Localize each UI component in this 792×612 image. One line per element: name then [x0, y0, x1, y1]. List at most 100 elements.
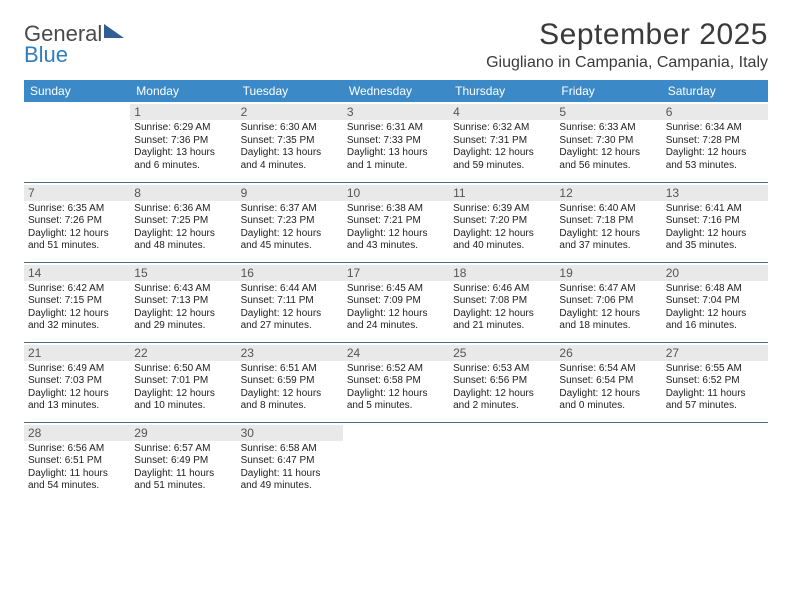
daylight-text: Daylight: 12 hours and 32 minutes.	[28, 308, 126, 333]
daylight-text: Daylight: 12 hours and 35 minutes.	[666, 228, 764, 253]
day-number: 8	[130, 185, 236, 201]
calendar-day-cell: 11Sunrise: 6:39 AMSunset: 7:20 PMDayligh…	[449, 182, 555, 262]
sunrise-text: Sunrise: 6:31 AM	[347, 122, 445, 135]
daylight-text: Daylight: 13 hours and 4 minutes.	[241, 147, 339, 172]
calendar-week-row: 1Sunrise: 6:29 AMSunset: 7:36 PMDaylight…	[24, 102, 768, 182]
calendar-week-row: 14Sunrise: 6:42 AMSunset: 7:15 PMDayligh…	[24, 262, 768, 342]
day-number: 7	[24, 185, 130, 201]
calendar-day-cell: 17 Sunrise: 6:45 AMSunset: 7:09 PMDayligh…	[343, 262, 449, 342]
daylight-text: Daylight: 12 hours and 51 minutes.	[28, 228, 126, 253]
sunrise-text: Sunrise: 6:33 AM	[559, 122, 657, 135]
daylight-text: Daylight: 12 hours and 53 minutes.	[666, 147, 764, 172]
day-details: Sunrise: 6:29 AMSunset: 7:36 PMDaylight:…	[134, 122, 232, 172]
day-details: Sunrise: 6:50 AMSunset: 7:01 PMDaylight:…	[134, 363, 232, 413]
daylight-text: Daylight: 12 hours and 21 minutes.	[453, 308, 551, 333]
day-details: Sunrise: 6:33 AMSunset: 7:30 PMDaylight:…	[559, 122, 657, 172]
day-details: Sunrise: 6:40 AMSunset: 7:18 PMDaylight:…	[559, 203, 657, 253]
calendar-day-cell	[662, 422, 768, 502]
day-details: Sunrise: 6:42 AMSunset: 7:15 PMDaylight:…	[28, 283, 126, 333]
sunrise-text: Sunrise: 6:36 AM	[134, 203, 232, 216]
sunrise-text: Sunrise: 6:45 AM	[347, 283, 445, 296]
day-details: Sunrise: 6:55 AMSunset: 6:52 PMDaylight:…	[666, 363, 764, 413]
calendar-day-cell: 13Sunrise: 6:41 AMSunset: 7:16 PMDayligh…	[662, 182, 768, 262]
sunrise-text: Sunrise: 6:30 AM	[241, 122, 339, 135]
title-block: September 2025 Giugliano in Campania, Ca…	[486, 18, 768, 78]
daylight-text: Daylight: 12 hours and 24 minutes.	[347, 308, 445, 333]
day-number: 16	[237, 265, 343, 281]
day-details: Sunrise: 6:30 AMSunset: 7:35 PMDaylight:…	[241, 122, 339, 172]
daylight-text: Daylight: 12 hours and 56 minutes.	[559, 147, 657, 172]
daylight-text: Daylight: 11 hours and 54 minutes.	[28, 468, 126, 493]
day-details: Sunrise: 6:38 AMSunset: 7:21 PMDaylight:…	[347, 203, 445, 253]
sunset-text: Sunset: 7:23 PM	[241, 215, 339, 228]
sunrise-text: Sunrise: 6:50 AM	[134, 363, 232, 376]
calendar-body: 1Sunrise: 6:29 AMSunset: 7:36 PMDaylight…	[24, 102, 768, 502]
calendar-table: Sunday Monday Tuesday Wednesday Thursday…	[24, 80, 768, 502]
daylight-text: Daylight: 12 hours and 5 minutes.	[347, 388, 445, 413]
daylight-text: Daylight: 13 hours and 1 minute.	[347, 147, 445, 172]
day-details: Sunrise: 6:53 AMSunset: 6:56 PMDaylight:…	[453, 363, 551, 413]
day-number: 12	[555, 185, 661, 201]
sunrise-text: Sunrise: 6:58 AM	[241, 443, 339, 456]
daylight-text: Daylight: 12 hours and 16 minutes.	[666, 308, 764, 333]
sunrise-text: Sunrise: 6:47 AM	[559, 283, 657, 296]
day-number: 26	[555, 345, 661, 361]
day-number: 5	[555, 104, 661, 120]
sunset-text: Sunset: 7:28 PM	[666, 135, 764, 148]
page-subtitle: Giugliano in Campania, Campania, Italy	[486, 54, 768, 72]
day-number: 21	[24, 345, 130, 361]
sunrise-text: Sunrise: 6:44 AM	[241, 283, 339, 296]
day-details: Sunrise: 6:44 AMSunset: 7:11 PMDaylight:…	[241, 283, 339, 333]
day-details: Sunrise: 6:46 AMSunset: 7:08 PMDaylight:…	[453, 283, 551, 333]
day-details: Sunrise: 6:35 AMSunset: 7:26 PMDaylight:…	[28, 203, 126, 253]
daylight-text: Daylight: 12 hours and 45 minutes.	[241, 228, 339, 253]
sunrise-text: Sunrise: 6:48 AM	[666, 283, 764, 296]
day-number: 18	[449, 265, 555, 281]
day-details: Sunrise: 6:43 AMSunset: 7:13 PMDaylight:…	[134, 283, 232, 333]
calendar-head: Sunday Monday Tuesday Wednesday Thursday…	[24, 80, 768, 102]
daylight-text: Daylight: 12 hours and 18 minutes.	[559, 308, 657, 333]
calendar-day-cell: 12 Sunrise: 6:40 AMSunset: 7:18 PMDayligh…	[555, 182, 661, 262]
calendar-day-cell: 25Sunrise: 6:53 AMSunset: 6:56 PMDayligh…	[449, 342, 555, 422]
day-number: 17	[343, 265, 449, 281]
sunset-text: Sunset: 7:31 PM	[453, 135, 551, 148]
calendar-day-cell: 2 Sunrise: 6:30 AMSunset: 7:35 PMDaylight…	[237, 102, 343, 182]
sunrise-text: Sunrise: 6:38 AM	[347, 203, 445, 216]
calendar-day-cell: 14Sunrise: 6:42 AMSunset: 7:15 PMDayligh…	[24, 262, 130, 342]
day-details: Sunrise: 6:45 AMSunset: 7:09 PMDaylight:…	[347, 283, 445, 333]
calendar-day-cell: 24Sunrise: 6:52 AMSunset: 6:58 PMDayligh…	[343, 342, 449, 422]
day-details: Sunrise: 6:39 AMSunset: 7:20 PMDaylight:…	[453, 203, 551, 253]
sunset-text: Sunset: 7:36 PM	[134, 135, 232, 148]
sunrise-text: Sunrise: 6:53 AM	[453, 363, 551, 376]
day-details: Sunrise: 6:56 AMSunset: 6:51 PMDaylight:…	[28, 443, 126, 493]
day-details: Sunrise: 6:48 AMSunset: 7:04 PMDaylight:…	[666, 283, 764, 333]
calendar-day-cell: 4Sunrise: 6:32 AMSunset: 7:31 PMDaylight…	[449, 102, 555, 182]
day-number: 13	[662, 185, 768, 201]
daylight-text: Daylight: 12 hours and 2 minutes.	[453, 388, 551, 413]
weekday-header: Thursday	[449, 80, 555, 102]
day-details: Sunrise: 6:36 AMSunset: 7:25 PMDaylight:…	[134, 203, 232, 253]
daylight-text: Daylight: 12 hours and 27 minutes.	[241, 308, 339, 333]
day-number: 10	[343, 185, 449, 201]
day-number: 2	[237, 104, 343, 120]
sunset-text: Sunset: 7:35 PM	[241, 135, 339, 148]
calendar-day-cell	[343, 422, 449, 502]
sunset-text: Sunset: 7:03 PM	[28, 375, 126, 388]
day-number: 19	[555, 265, 661, 281]
day-details: Sunrise: 6:57 AMSunset: 6:49 PMDaylight:…	[134, 443, 232, 493]
sunset-text: Sunset: 7:33 PM	[347, 135, 445, 148]
calendar-day-cell: 19 Sunrise: 6:47 AMSunset: 7:06 PMDayligh…	[555, 262, 661, 342]
sunrise-text: Sunrise: 6:42 AM	[28, 283, 126, 296]
sunrise-text: Sunrise: 6:57 AM	[134, 443, 232, 456]
weekday-header: Saturday	[662, 80, 768, 102]
calendar-day-cell: 30Sunrise: 6:58 AMSunset: 6:47 PMDayligh…	[237, 422, 343, 502]
daylight-text: Daylight: 12 hours and 13 minutes.	[28, 388, 126, 413]
day-number: 23	[237, 345, 343, 361]
sunset-text: Sunset: 7:04 PM	[666, 295, 764, 308]
sunrise-text: Sunrise: 6:56 AM	[28, 443, 126, 456]
calendar-day-cell	[555, 422, 661, 502]
weekday-header: Sunday	[24, 80, 130, 102]
sunset-text: Sunset: 7:30 PM	[559, 135, 657, 148]
day-details: Sunrise: 6:47 AMSunset: 7:06 PMDaylight:…	[559, 283, 657, 333]
calendar-day-cell: 15Sunrise: 6:43 AMSunset: 7:13 PMDayligh…	[130, 262, 236, 342]
